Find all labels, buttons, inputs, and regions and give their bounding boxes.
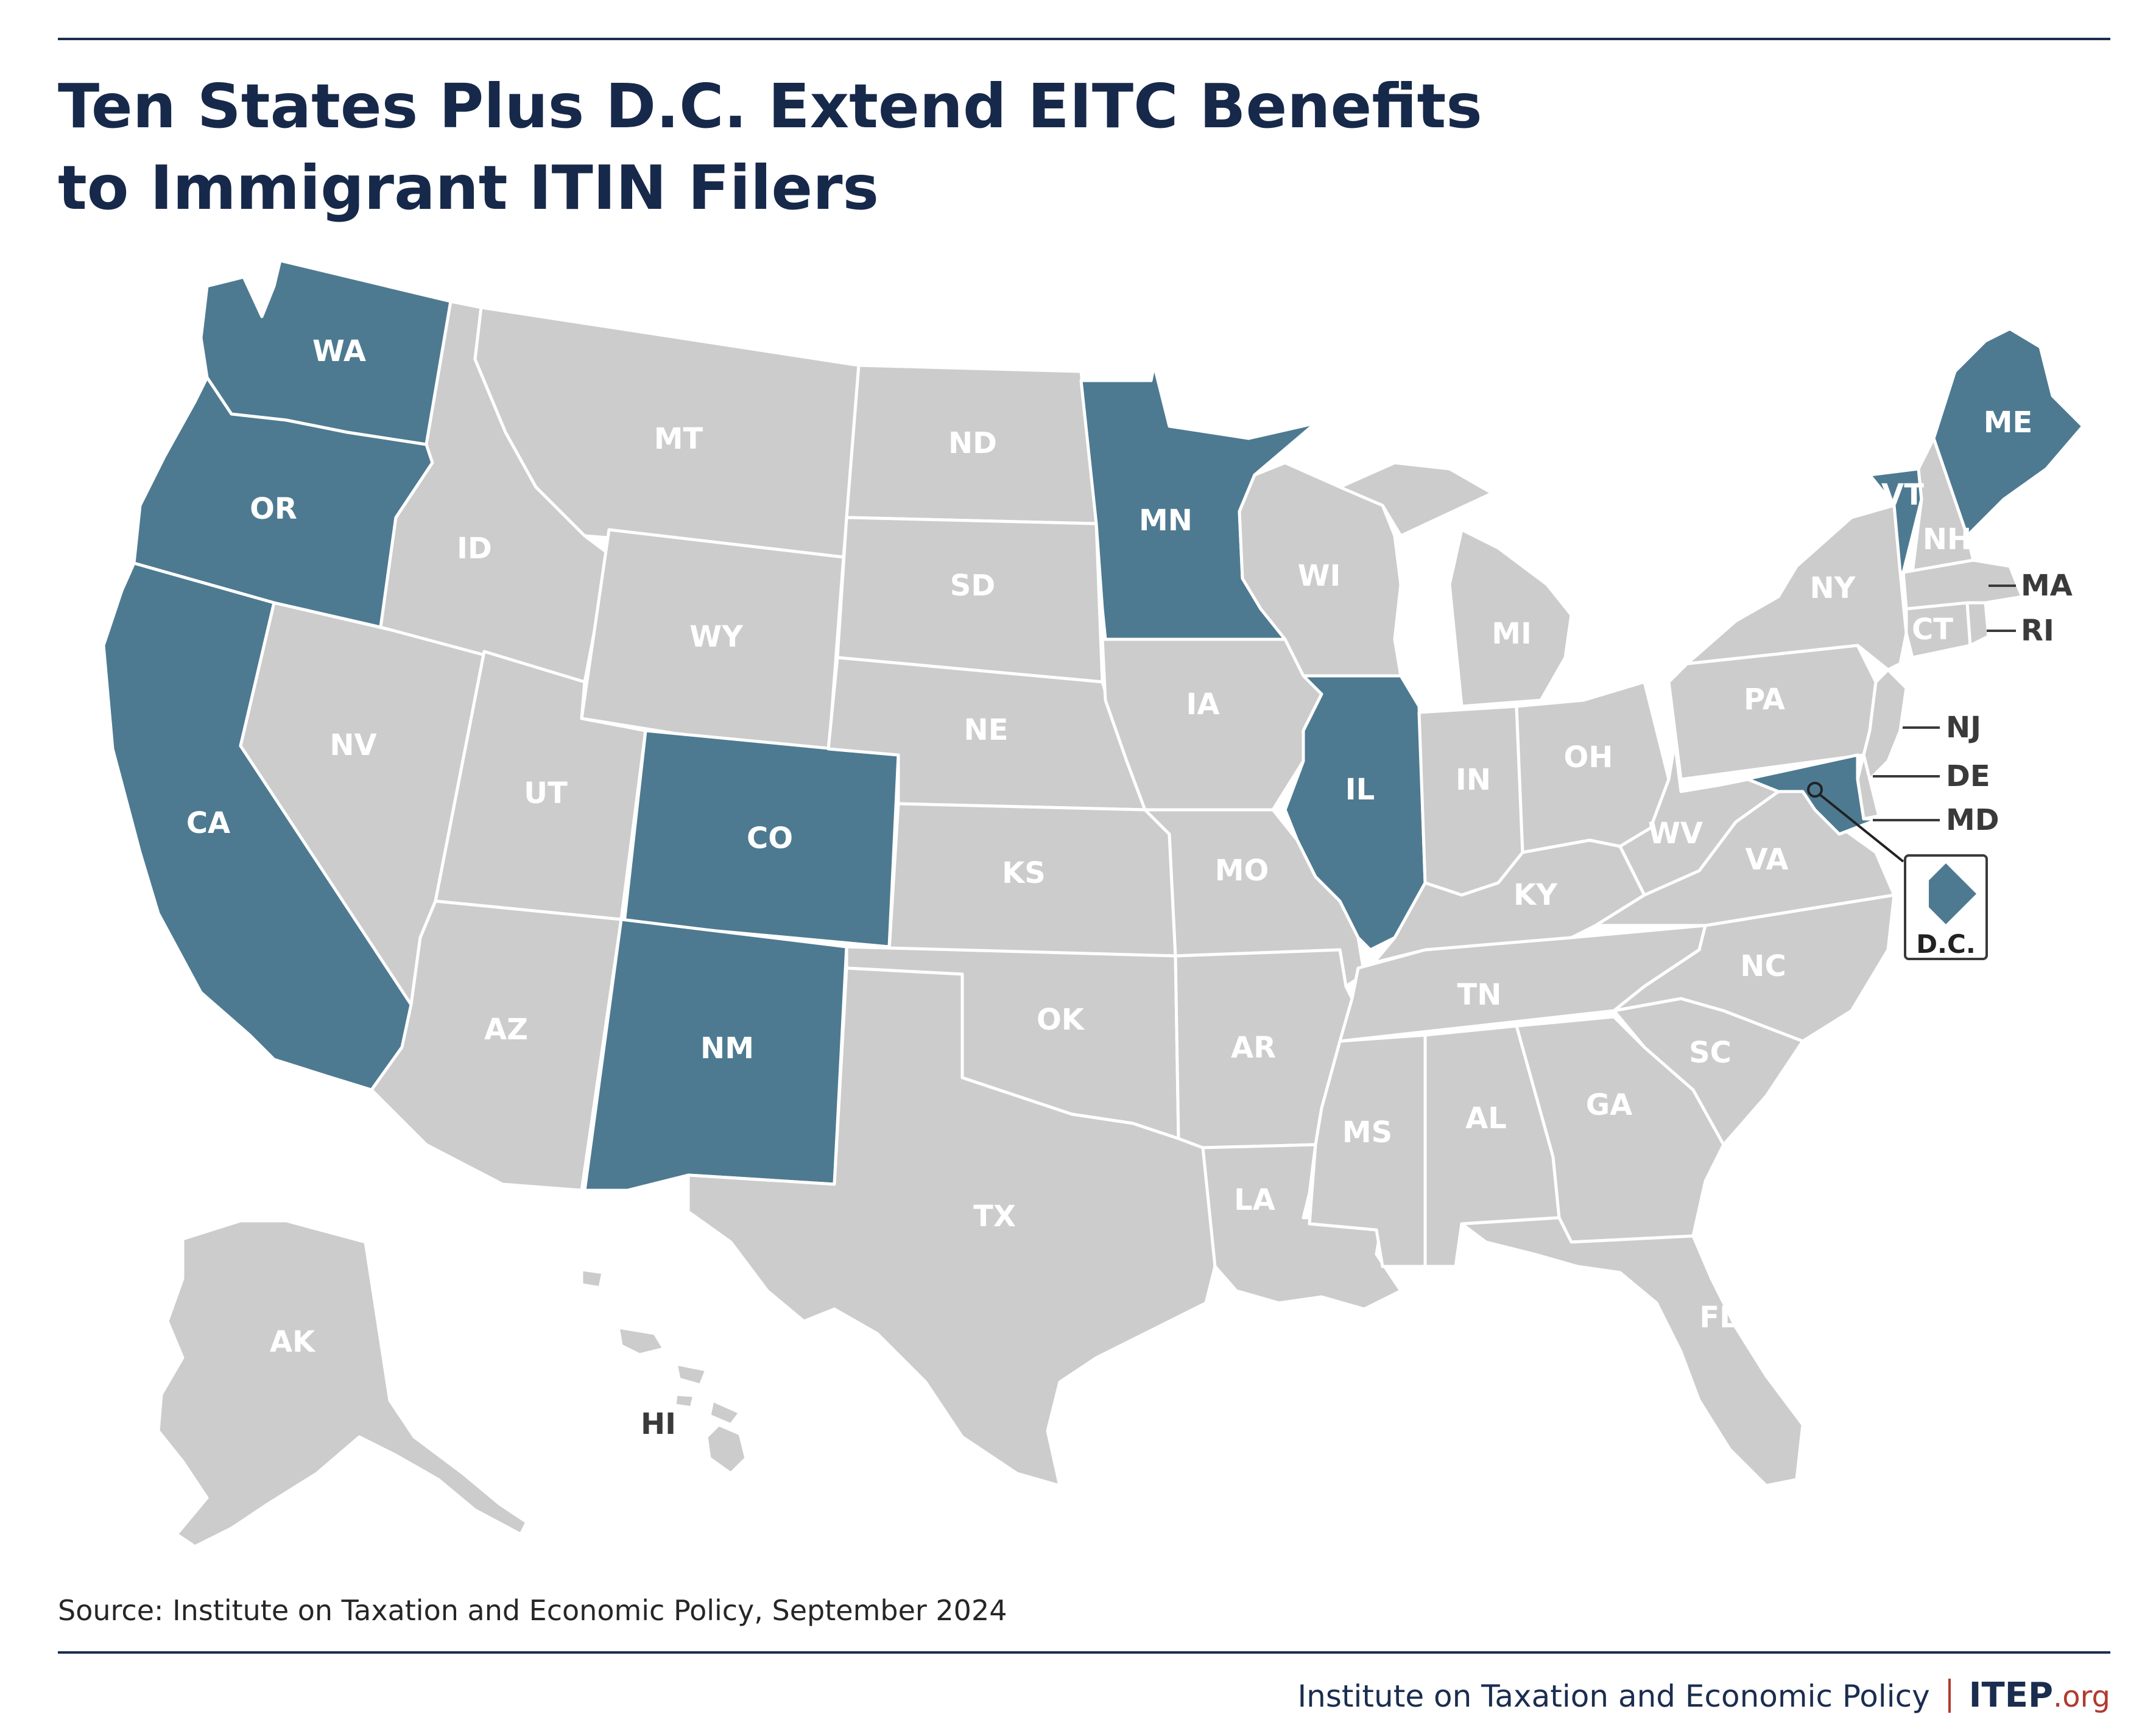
state-la — [1201, 1143, 1403, 1311]
footer: Institute on Taxation and Economic Polic… — [1297, 1676, 2110, 1715]
label-ct: CT — [1912, 613, 1953, 647]
label-ia: IA — [1186, 687, 1219, 722]
label-dc: D.C. — [1916, 929, 1976, 959]
label-vt: VT — [1881, 478, 1924, 512]
label-al: AL — [1465, 1101, 1507, 1136]
footer-brand: ITEP — [1968, 1676, 2054, 1715]
label-az: AZ — [484, 1013, 528, 1047]
label-ar: AR — [1231, 1031, 1276, 1065]
label-oh: OH — [1564, 740, 1613, 774]
label-ms: MS — [1342, 1115, 1392, 1150]
label-wa: WA — [312, 334, 366, 368]
label-ky: KY — [1513, 878, 1558, 912]
label-nd: ND — [948, 426, 997, 460]
map-title-line-1: Ten States Plus D.C. Extend EITC Benefit… — [58, 71, 1482, 142]
footer-org-name: Institute on Taxation and Economic Polic… — [1297, 1679, 1930, 1714]
label-ma: MA — [2021, 569, 2073, 603]
source-note: Source: Institute on Taxation and Econom… — [58, 1594, 1007, 1627]
state-ny — [1685, 504, 1908, 672]
state-dc — [1929, 863, 1976, 924]
bottom-rule — [58, 1651, 2110, 1654]
label-in: IN — [1456, 763, 1491, 797]
label-ny: NY — [1810, 571, 1856, 605]
label-nh: NH — [1923, 522, 1971, 557]
label-ga: GA — [1586, 1088, 1633, 1122]
dc-marker — [1807, 782, 1823, 798]
label-wi: WI — [1298, 559, 1341, 593]
label-co: CO — [747, 821, 793, 855]
label-sd: SD — [950, 569, 995, 603]
footer-brand-suffix: .org — [2053, 1680, 2110, 1714]
map-title: Ten States Plus D.C. Extend EITC Benefit… — [58, 66, 1702, 229]
state-fl — [1460, 1216, 1805, 1487]
label-va: VA — [1745, 843, 1788, 877]
label-wv: WV — [1648, 816, 1703, 851]
label-ok: OK — [1037, 1003, 1085, 1037]
state-in — [1417, 704, 1524, 897]
label-de: DE — [1946, 759, 1990, 793]
label-nc: NC — [1740, 949, 1786, 983]
label-ut: UT — [524, 776, 568, 810]
dc-inset: D.C. — [1807, 782, 1988, 960]
state-hi — [580, 1268, 748, 1475]
label-mn: MN — [1139, 504, 1192, 538]
label-hi: HI — [641, 1407, 676, 1441]
label-ks: KS — [1002, 856, 1046, 890]
callout-labels: MA RI NJ DE MD HI — [641, 569, 2073, 1441]
label-me: ME — [1984, 406, 2033, 440]
label-sc: SC — [1689, 1036, 1731, 1070]
top-rule — [58, 38, 2110, 40]
label-mi: MI — [1492, 617, 1532, 651]
label-ca: CA — [186, 806, 230, 840]
footer-separator — [1948, 1679, 1951, 1713]
state-labels: WA OR CA ID NV MT WY UT AZ CO NM ND SD N… — [186, 334, 2032, 1359]
state-me — [1932, 327, 2085, 538]
label-id: ID — [457, 532, 492, 566]
state-mo — [1143, 808, 1366, 988]
state-nj — [1862, 668, 1908, 781]
label-nj: NJ — [1946, 711, 1981, 745]
label-or: OR — [250, 492, 297, 526]
state-md — [1716, 753, 1881, 836]
label-pa: PA — [1744, 683, 1785, 717]
state-ct — [1904, 601, 1972, 659]
map-title-line-2: to Immigrant ITIN Filers — [58, 152, 879, 223]
state-wi — [1238, 461, 1403, 678]
label-nm: NM — [700, 1031, 754, 1066]
label-ri: RI — [2021, 614, 2054, 648]
label-nv: NV — [329, 728, 376, 762]
state-tx — [686, 966, 1217, 1487]
label-md: MD — [1946, 803, 1999, 837]
label-la: LA — [1234, 1183, 1275, 1217]
label-fl: FL — [1699, 1301, 1738, 1335]
label-ne: NE — [964, 713, 1009, 747]
label-il: IL — [1345, 773, 1375, 807]
label-tx: TX — [973, 1199, 1016, 1234]
label-ak: AK — [270, 1325, 316, 1359]
label-mo: MO — [1215, 854, 1269, 888]
state-mi — [1338, 461, 1573, 708]
dc-leader-line — [1819, 793, 1904, 863]
label-tn: TN — [1457, 978, 1502, 1012]
state-ia — [1101, 637, 1323, 812]
state-ri — [1965, 601, 1990, 647]
label-wy: WY — [689, 620, 744, 654]
state-ak — [157, 1219, 529, 1548]
state-nc — [1612, 893, 1896, 1043]
label-mt: MT — [654, 422, 703, 456]
